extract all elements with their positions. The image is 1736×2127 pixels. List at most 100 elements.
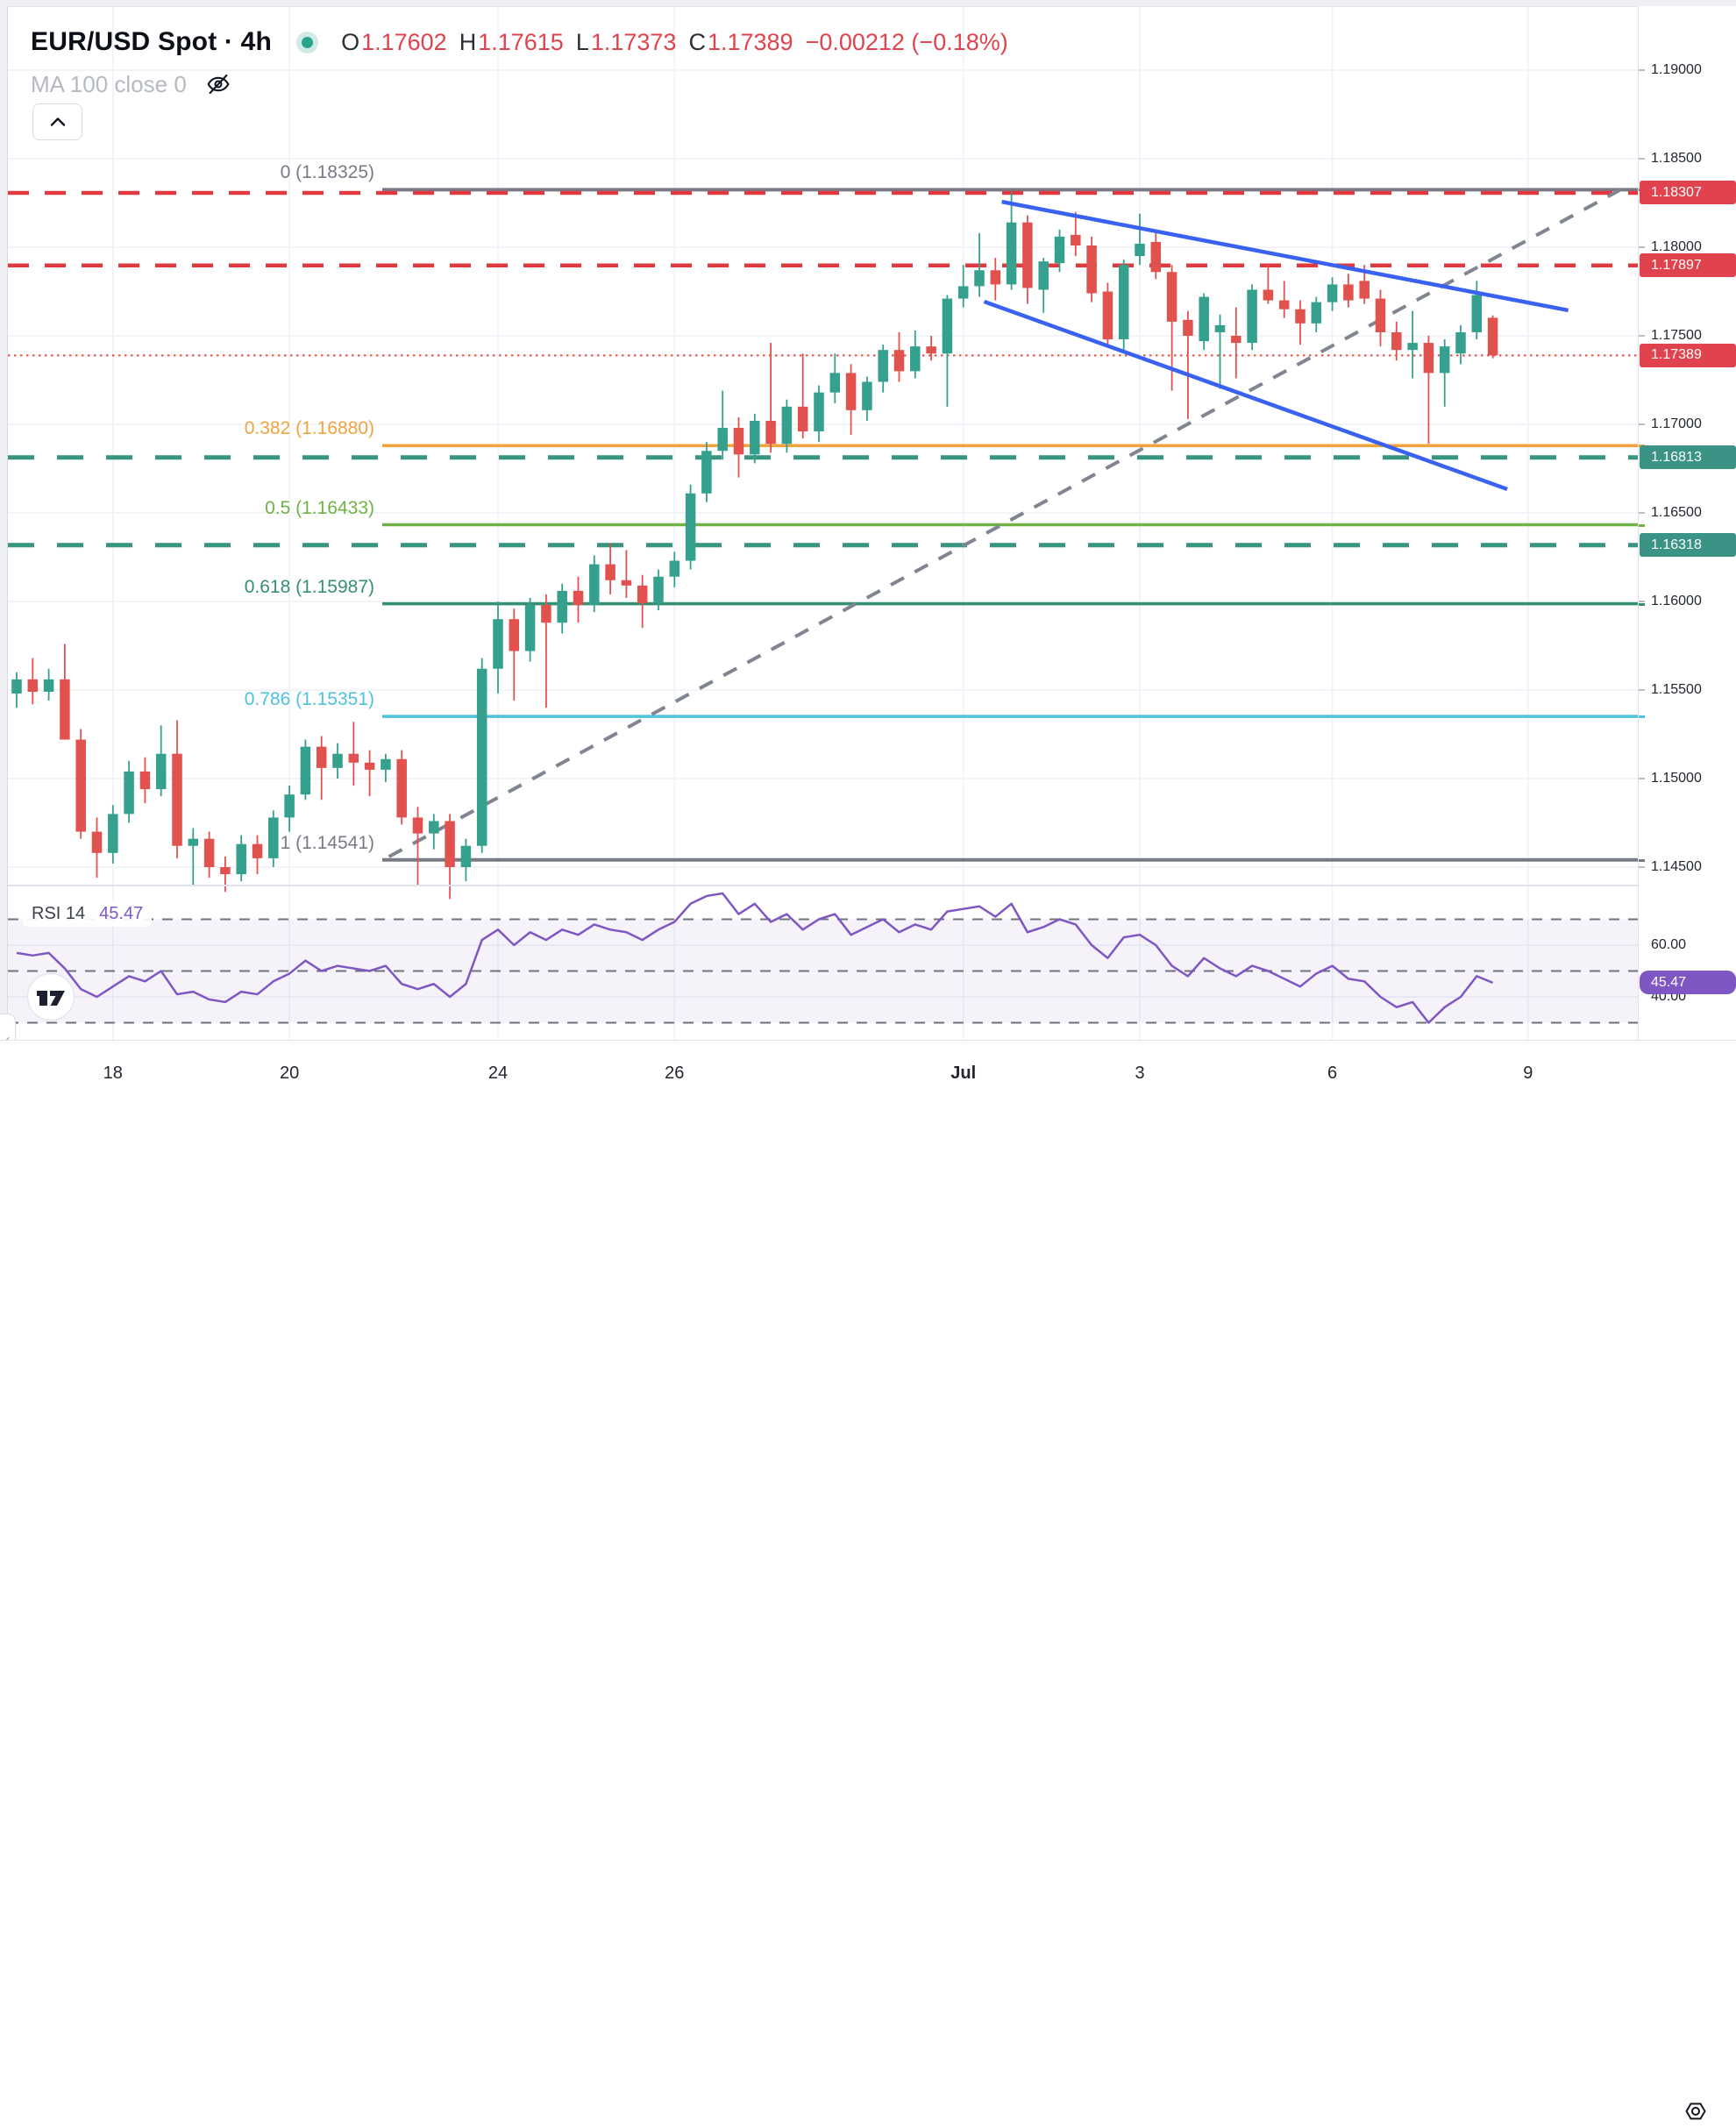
time-axis[interactable]: 18 20 24 26 Jul 3 6 9 [0,1040,1736,2120]
candle-body [1407,343,1418,351]
candle-body [412,817,423,834]
candle-body [445,821,455,867]
candle-body [589,564,600,606]
candle-body [685,493,696,561]
chart-canvas[interactable] [0,0,1736,1108]
candle-body [990,270,1001,285]
candle-body [1327,284,1338,302]
symbol-title[interactable]: EUR/USD Spot · 4h [31,27,273,56]
price-axis-tick [1639,69,1645,71]
candle-body [75,739,86,832]
price-axis-tick [1639,601,1645,602]
open-value: 1.17602 [361,28,447,55]
candle-body [1166,272,1177,322]
trendline-wedge-upper[interactable] [1001,199,1569,313]
axis-settings-gear-icon[interactable] [1680,2095,1711,2127]
candle [460,838,472,882]
ohlc-values: O 1.17602 H 1.17615 L 1.17373 C 1.17389 [341,29,793,56]
rsi-legend[interactable]: RSI 14 45.47 [23,901,153,927]
candle [1006,192,1017,290]
tradingview-logo[interactable] [26,972,75,1021]
candle [284,786,295,832]
candle [60,644,70,740]
candle-body [1487,317,1498,356]
candle [942,295,953,407]
trendline-wedge-lower[interactable] [983,299,1508,492]
candle [1247,284,1257,351]
candle [573,576,584,623]
candle [814,385,824,443]
trendline-rising-support[interactable] [388,182,1632,858]
fib-level-label[interactable]: 0.618 (1.15987) [244,576,374,597]
candle [1487,315,1498,359]
candle-body [476,668,487,846]
candle-body [155,753,167,790]
candle [155,725,167,797]
candle-body [396,758,407,818]
candle-body [878,350,888,382]
rsi-title: RSI 14 [32,904,86,923]
fib-axis-tick [1639,602,1645,606]
candle [252,835,263,875]
candle-body [124,771,134,815]
candle [1311,296,1322,332]
time-axis-label: 24 [487,1064,509,1083]
eye-off-icon[interactable] [204,70,232,98]
fib-level-label[interactable]: 1 (1.14541) [280,832,374,853]
candle-body [524,605,536,651]
fib-axis-tick [1639,858,1645,862]
candle-body [1054,236,1065,264]
candle-body [1263,289,1274,301]
candle-body [1343,284,1354,301]
price-badge: 1.17389 [1640,343,1736,367]
candle [220,856,231,893]
candle-body [1231,336,1242,344]
candle [733,416,744,478]
fib-level-label[interactable]: 0 (1.18325) [280,162,374,183]
candle [1086,236,1097,302]
candle [493,601,503,694]
time-axis-label: 6 [1327,1064,1338,1083]
price-axis-tick [1639,246,1645,248]
fib-level-label[interactable]: 0.5 (1.16433) [265,497,374,518]
candle-body [669,560,680,577]
candle [1278,281,1290,318]
candle [236,835,246,882]
candle-body [348,753,359,763]
fib-level-label[interactable]: 0.382 (1.16880) [244,418,374,439]
candle-body [1375,298,1386,332]
candle [1471,281,1483,340]
candle [524,597,536,662]
candle-body [1471,295,1483,332]
price-axis-label: 1.15000 [1651,771,1702,786]
candle [1150,231,1162,280]
candle [653,569,664,611]
change-value: −0.00212 (−0.18%) [805,28,1008,55]
candle [893,331,905,382]
candle-body [220,867,231,875]
candle-body [1150,241,1162,273]
price-axis-tick [1639,778,1645,779]
candle-body [1102,291,1113,340]
time-axis-label: 20 [279,1064,300,1083]
candle [381,753,391,783]
fib-level-label[interactable]: 0.786 (1.15351) [244,689,374,710]
candle [1231,307,1242,379]
candle [332,743,343,779]
candle [797,353,808,439]
candle-body [493,619,503,669]
candle-body [364,762,375,770]
indicator-label: MA 100 close 0 [31,70,187,97]
fib-axis-tick [1639,523,1645,527]
candle [172,720,182,858]
candle [637,574,648,629]
candle [1439,339,1450,407]
collapse-pane-button[interactable] [32,103,82,140]
candle [412,807,423,886]
candle-body [750,420,760,455]
candle [621,550,632,598]
candle-body [797,406,808,432]
price-axis-label: 1.17500 [1651,328,1702,343]
time-axis-label: 18 [103,1064,123,1083]
price-axis[interactable]: 1.19000 1.18500 1.18000 1.17500 1.17000 1.165… [1638,6,1736,1040]
